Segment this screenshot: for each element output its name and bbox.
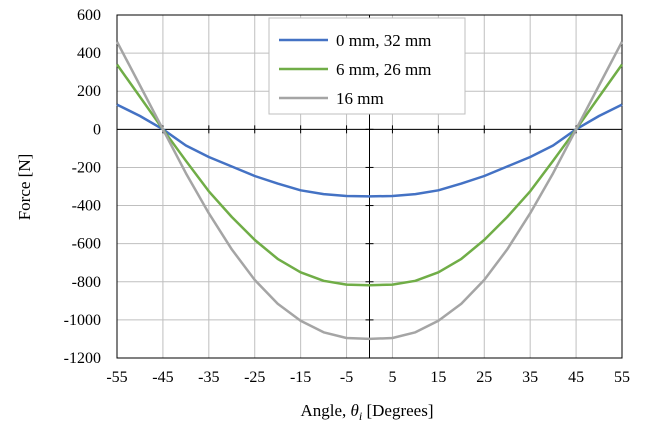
x-axis-title: Angle, θi [Degrees]	[300, 401, 433, 423]
x-tick-label: -35	[198, 369, 219, 386]
x-tick-label: -5	[340, 369, 353, 386]
series-line-2	[115, 63, 624, 287]
legend-label-3: 16 mm	[336, 89, 384, 108]
y-tick-label: -800	[72, 274, 101, 291]
y-tick-label: -600	[72, 236, 101, 253]
y-tick-label: -200	[72, 159, 101, 176]
x-tick-label: 55	[614, 369, 630, 386]
legend-label-2: 6 mm, 26 mm	[336, 60, 431, 79]
legend: 0 mm, 32 mm 6 mm, 26 mm 16 mm	[268, 17, 466, 115]
y-axis-title: Force [N]	[15, 154, 34, 221]
x-tick-label: 45	[568, 369, 584, 386]
x-tick-label: -15	[290, 369, 311, 386]
y-tick-label: -1000	[64, 312, 101, 329]
y-tick-label: -1200	[64, 350, 101, 367]
series-lines	[115, 41, 624, 341]
y-tick-label: 200	[77, 83, 101, 100]
x-tick-labels: -55 -45 -35 -25 -15 -5 5 15 25 35 45 55	[106, 369, 630, 386]
x-tick-label: 5	[388, 369, 396, 386]
y-tick-label: -400	[72, 198, 101, 215]
y-tick-label: 600	[77, 7, 101, 24]
x-tick-label: -55	[106, 369, 127, 386]
x-tick-label: -45	[152, 369, 173, 386]
x-tick-label: -25	[244, 369, 265, 386]
x-tick-label: 25	[476, 369, 492, 386]
x-tick-label: 35	[522, 369, 538, 386]
y-tick-label: 0	[93, 121, 101, 138]
legend-label-1: 0 mm, 32 mm	[336, 31, 431, 50]
series-line-3	[115, 41, 624, 341]
y-tick-label: 400	[77, 45, 101, 62]
series-line-1	[116, 103, 623, 198]
x-tick-label: 15	[430, 369, 446, 386]
y-tick-labels: 600 400 200 0 -200 -400 -600 -800 -1000 -1200	[64, 7, 101, 367]
